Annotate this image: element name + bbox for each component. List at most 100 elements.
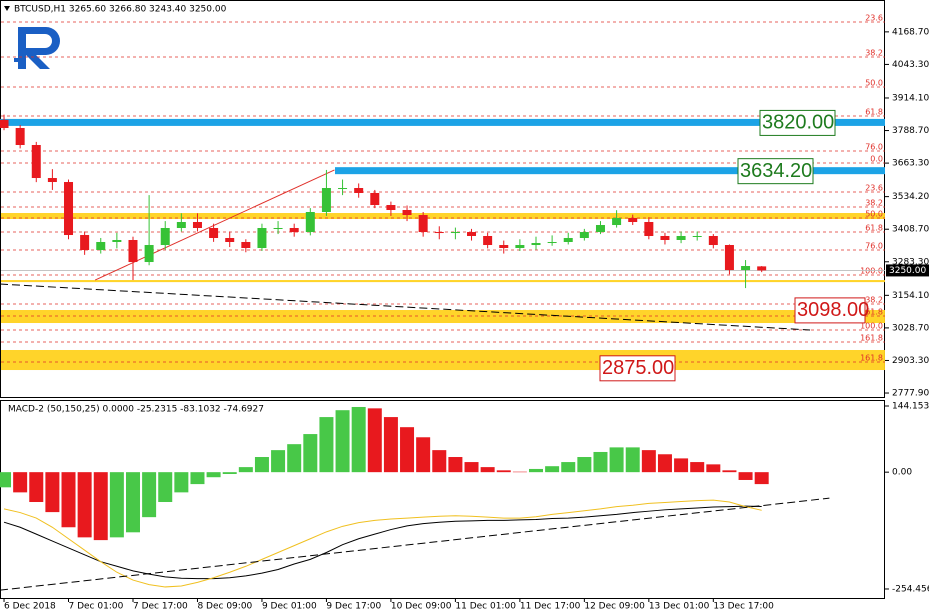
fib-level-label: 23.6 — [865, 184, 883, 193]
histogram-bar — [480, 467, 495, 473]
y-tick-label: 3408.70 — [892, 225, 929, 235]
y-tick-label: 3914.10 — [892, 93, 929, 103]
candle-body — [563, 237, 573, 242]
candle-body — [450, 232, 460, 234]
candle-body — [547, 241, 557, 244]
x-tick-label: 10 Dec 09:00 — [391, 602, 452, 612]
candle-body — [47, 178, 57, 183]
histogram-bar — [545, 466, 560, 473]
histogram-bar — [464, 462, 479, 473]
level-label: 3098.00 — [797, 299, 869, 321]
histogram-bar — [657, 454, 672, 473]
histogram-bar — [13, 472, 28, 493]
fib-level-label: 23.6 — [865, 13, 883, 22]
candle-body — [192, 222, 202, 228]
fib-level-label: 50.0 — [865, 78, 883, 87]
y-tick-label: 3534.20 — [892, 192, 929, 202]
histogram-bar — [125, 472, 140, 533]
histogram-bar — [448, 457, 463, 473]
histogram-bar — [0, 472, 12, 488]
candle-body — [354, 188, 364, 193]
histogram-bar — [222, 472, 237, 475]
candle-body — [499, 245, 509, 248]
histogram-bar — [738, 472, 753, 480]
main-panel-frame — [0, 0, 885, 398]
y-tick-label: 3663.30 — [892, 159, 929, 169]
fib-level-label: 0.0 — [870, 155, 883, 164]
histogram-bar — [271, 450, 286, 473]
histogram-bar — [625, 447, 640, 473]
candle-body — [628, 218, 638, 223]
fib-level-label: 61.8 — [865, 308, 883, 317]
fib-level-label: 100.0 — [860, 322, 883, 331]
fib-level-label: 38.2 — [865, 199, 883, 208]
candle-body — [612, 218, 622, 226]
candle-body — [128, 239, 138, 263]
candle-body — [418, 215, 428, 233]
candle-body — [644, 222, 654, 236]
level-label-box — [759, 109, 836, 136]
y-tick-label: -254.4565 — [892, 584, 929, 594]
histogram-bar — [254, 457, 269, 473]
fib-level-label: 100.0 — [860, 267, 883, 276]
candle-body — [0, 119, 9, 128]
chart-header: BTCUSD,H1 3265.60 3266.80 3243.40 3250.0… — [14, 5, 227, 15]
level-label-box — [599, 355, 676, 382]
histogram-bar — [609, 447, 624, 473]
y-tick-label: 4168.70 — [892, 27, 929, 37]
support-zone — [1, 310, 885, 324]
level-label-box — [794, 297, 866, 324]
candle-body — [434, 232, 444, 234]
candle-body — [15, 127, 25, 146]
trend-line — [94, 169, 335, 281]
candle-body — [176, 222, 186, 228]
candle-body — [370, 192, 380, 206]
y-tick-label: 3154.10 — [892, 291, 929, 301]
candle-body — [257, 227, 267, 248]
fib-level-label: 38.2 — [865, 48, 883, 57]
x-tick-label: 7 Dec 01:00 — [69, 602, 124, 612]
histogram-bar — [287, 444, 302, 473]
x-tick-label: 13 Dec 01:00 — [649, 602, 710, 612]
histogram-bar — [400, 427, 415, 473]
histogram-bar — [238, 467, 253, 473]
candle-body — [386, 205, 396, 211]
y-tick-label: 0.00 — [892, 468, 912, 478]
histogram-bar — [512, 471, 527, 473]
trend-line — [0, 283, 811, 331]
y-tick-label: 3283.30 — [892, 257, 929, 267]
histogram-bar — [77, 472, 92, 538]
candle-body — [467, 232, 477, 236]
candle-body — [757, 266, 767, 271]
histogram-bar — [174, 472, 189, 493]
candle-body — [241, 241, 251, 248]
fib-level-label: 76.0 — [865, 241, 883, 250]
histogram-bar — [319, 417, 334, 473]
level-band — [335, 167, 885, 175]
histogram-bar — [674, 458, 689, 473]
histogram-bar — [45, 472, 60, 513]
histogram-bar — [561, 462, 576, 473]
histogram-bar — [142, 472, 157, 518]
support-zone — [1, 349, 885, 371]
symbol-menu-arrow[interactable] — [4, 6, 10, 11]
y-tick-label: 3028.70 — [892, 323, 929, 333]
candle-body — [660, 235, 670, 240]
candle-body — [64, 182, 74, 236]
candle-body — [483, 235, 493, 246]
x-tick-label: 9 Dec 01:00 — [262, 602, 317, 612]
level-label-box — [737, 158, 814, 185]
level-band — [0, 118, 885, 126]
x-tick-label: 11 Dec 17:00 — [520, 602, 581, 612]
histogram-bar — [367, 408, 382, 473]
candle-body — [96, 241, 106, 250]
candle-body — [80, 235, 90, 250]
x-tick-label: 7 Dec 17:00 — [133, 602, 188, 612]
histogram-bar — [109, 472, 124, 538]
candle-body — [338, 188, 348, 190]
candle-body — [595, 225, 605, 233]
fib-level-label: 61.8 — [865, 223, 883, 232]
last-price-box — [886, 264, 929, 277]
level-label: 3820.00 — [762, 112, 834, 134]
indicator-header: MACD-2 (50,150,25) 0.0000 -25.2315 -83.1… — [8, 405, 264, 415]
